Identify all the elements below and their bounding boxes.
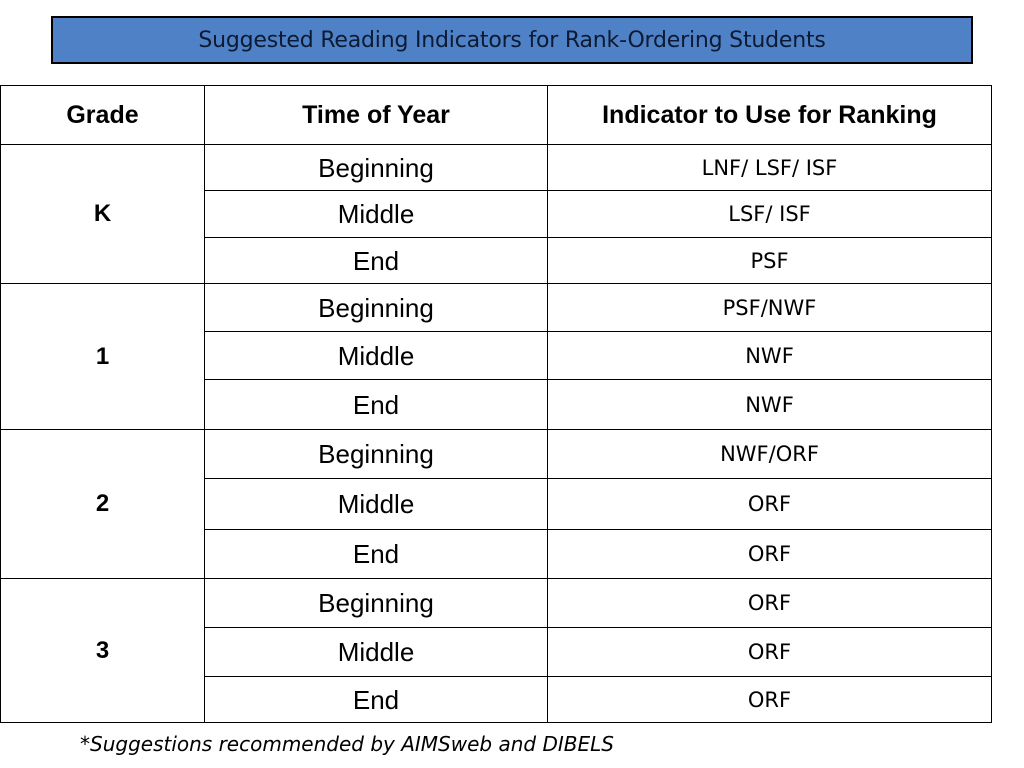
- time-cell: Beginning: [204, 144, 548, 191]
- table-row: 2 Beginning NWF/ORF: [0, 429, 992, 579]
- indicator-cell: PSF: [547, 237, 992, 284]
- indicator-cell: NWF: [547, 331, 992, 380]
- grade-cell-k: K: [0, 144, 205, 284]
- indicator-cell: LSF/ ISF: [547, 190, 992, 238]
- indicator-cell: ORF: [547, 627, 992, 677]
- header-indicator: Indicator to Use for Ranking: [547, 85, 992, 145]
- table-row: K Beginning LNF/ LSF/ ISF: [0, 144, 992, 284]
- table-row: End ORF: [1, 529, 992, 579]
- indicator-cell: ORF: [547, 478, 992, 530]
- indicator-table: Grade Time of Year Indicator to Use for …: [0, 85, 992, 723]
- table-row: End ORF: [1, 676, 992, 723]
- indicator-cell: ORF: [547, 578, 992, 628]
- indicator-cell: PSF/NWF: [547, 283, 992, 332]
- table-row: Middle LSF/ ISF: [1, 190, 992, 238]
- indicator-cell: LNF/ LSF/ ISF: [547, 144, 992, 191]
- grade-cell-2: 2: [0, 429, 205, 579]
- time-cell: Beginning: [204, 578, 548, 628]
- table-row: 1 Beginning PSF/NWF: [0, 283, 992, 430]
- header-time-of-year: Time of Year: [204, 85, 548, 145]
- indicator-cell: NWF/ORF: [547, 429, 992, 479]
- time-cell: Middle: [204, 331, 548, 380]
- header-grade: Grade: [0, 85, 205, 145]
- time-cell: Middle: [204, 190, 548, 238]
- time-cell: End: [204, 676, 548, 723]
- indicator-cell: ORF: [547, 529, 992, 579]
- table-row: Middle ORF: [1, 627, 992, 677]
- time-cell: Middle: [204, 478, 548, 530]
- indicator-cell: NWF: [547, 379, 992, 430]
- time-cell: End: [204, 379, 548, 430]
- table-header-row: Grade Time of Year Indicator to Use for …: [0, 85, 992, 145]
- time-cell: End: [204, 237, 548, 284]
- time-cell: Middle: [204, 627, 548, 677]
- time-cell: End: [204, 529, 548, 579]
- time-cell: Beginning: [204, 283, 548, 332]
- indicator-cell: ORF: [547, 676, 992, 723]
- grade-cell-3: 3: [0, 578, 205, 723]
- page-title-text: Suggested Reading Indicators for Rank-Or…: [198, 27, 826, 53]
- grade-cell-1: 1: [0, 283, 205, 430]
- table-row: Middle ORF: [1, 478, 992, 530]
- table-row: 3 Beginning ORF: [0, 578, 992, 723]
- footnote: *Suggestions recommended by AIMSweb and …: [80, 732, 614, 756]
- time-cell: Beginning: [204, 429, 548, 479]
- page-title: Suggested Reading Indicators for Rank-Or…: [51, 16, 973, 64]
